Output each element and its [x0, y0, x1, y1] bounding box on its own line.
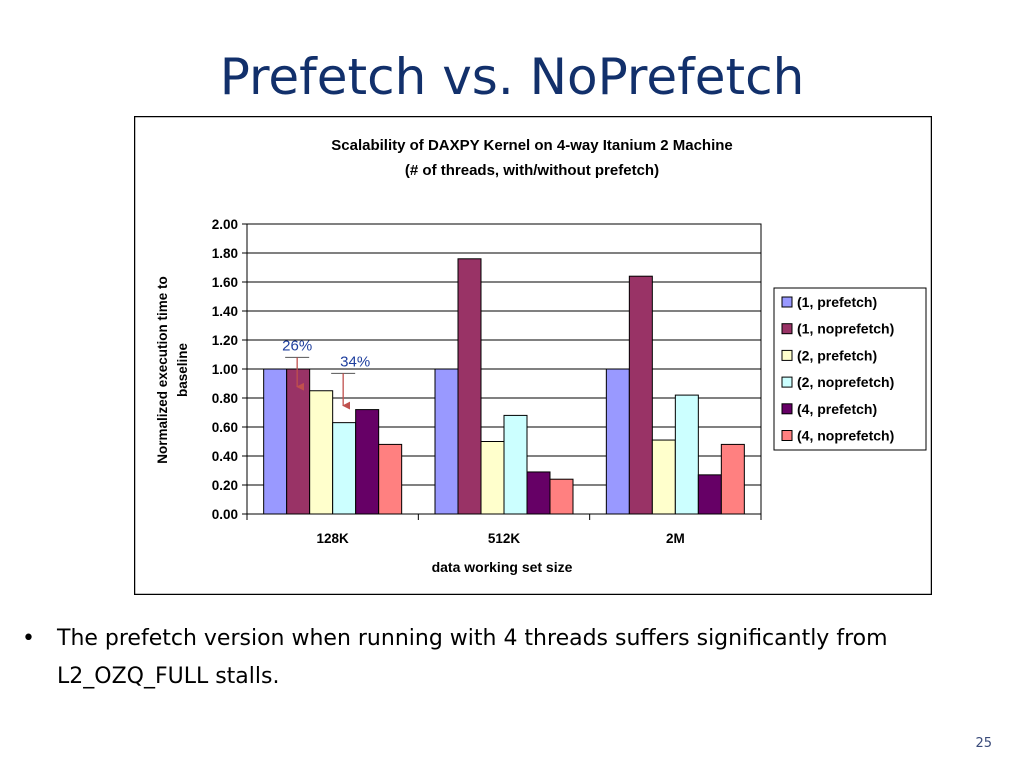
legend-label: (4, prefetch) — [797, 401, 877, 417]
x-axis-label: data working set size — [432, 559, 573, 575]
bar-512k-series-3 — [480, 441, 505, 515]
y-tick-label: 0.60 — [212, 420, 238, 435]
legend-swatch — [781, 349, 793, 361]
legend-label: (1, noprefetch) — [797, 321, 894, 337]
bar-128k-series-2 — [286, 368, 311, 515]
legend-swatch — [781, 376, 793, 388]
chart-svg: Scalability of DAXPY Kernel on 4-way Ita… — [134, 116, 932, 595]
y-tick-label: 0.40 — [212, 449, 238, 464]
annotation-label: 34% — [340, 353, 370, 370]
x-tick-label: 2M — [666, 531, 685, 546]
bar-2m-series-4 — [674, 394, 699, 515]
legend-swatch — [781, 323, 793, 335]
chart-title-line1: Scalability of DAXPY Kernel on 4-way Ita… — [331, 137, 733, 154]
y-tick-label: 1.80 — [212, 246, 238, 261]
x-tick-label: 512K — [488, 531, 521, 546]
bar-512k-series-5 — [526, 471, 551, 515]
bar-512k-series-6 — [549, 478, 574, 515]
legend-box — [773, 287, 927, 451]
y-tick-label: 1.00 — [212, 362, 238, 377]
y-tick-label: 1.40 — [212, 304, 238, 319]
y-tick-label: 2.00 — [212, 217, 238, 232]
tick-labels: 0.00 0.20 0.40 0.60 0.80 1.00 1.20 1.40 1.60 1.80… — [212, 217, 685, 546]
axes — [242, 223, 762, 520]
legend-label: (4, noprefetch) — [797, 428, 894, 444]
bullet-marker: • — [22, 626, 35, 651]
page-number: 25 — [975, 736, 992, 751]
bar-128k-series-4 — [332, 422, 357, 515]
bar-2m-series-3 — [651, 439, 676, 515]
legend: (1, prefetch) (1, noprefetch) (2, prefetch… — [773, 287, 927, 451]
bullet-text: The prefetch version when running with 4… — [57, 626, 888, 689]
bar-2m-series-2 — [628, 275, 653, 515]
y-tick-label: 0.00 — [212, 507, 238, 522]
annotation-label: 26% — [282, 337, 312, 354]
chart-title-line2: (# of threads, with/without prefetch) — [405, 162, 659, 179]
slide-title: Prefetch vs. NoPrefetch — [219, 48, 805, 106]
y-tick-label: 1.60 — [212, 275, 238, 290]
bars — [263, 258, 745, 515]
legend-label: (1, prefetch) — [797, 294, 877, 310]
bar-2m-series-1 — [605, 368, 630, 515]
y-tick-label: 0.20 — [212, 478, 238, 493]
bar-128k-series-1 — [263, 368, 288, 515]
y-tick-label: 0.80 — [212, 391, 238, 406]
y-axis-label-line2: baseline — [175, 342, 190, 397]
bar-128k-series-5 — [355, 409, 380, 515]
chart-container: Scalability of DAXPY Kernel on 4-way Ita… — [134, 116, 932, 595]
bar-512k-series-1 — [434, 368, 459, 515]
bar-128k-series-6 — [378, 443, 403, 515]
legend-swatch — [781, 430, 793, 441]
y-axis-label-line1: Normalized execution time to — [155, 276, 170, 464]
x-tick-label: 128K — [317, 531, 350, 546]
bar-512k-series-2 — [457, 258, 482, 515]
bar-512k-series-4 — [503, 414, 528, 515]
annotations: 26% 34% — [282, 337, 370, 410]
legend-swatch — [781, 403, 793, 415]
bar-2m-series-6 — [720, 443, 745, 515]
bar-2m-series-5 — [697, 474, 722, 515]
legend-label: (2, prefetch) — [797, 347, 877, 363]
legend-label: (2, noprefetch) — [797, 374, 894, 390]
y-tick-label: 1.20 — [212, 333, 238, 348]
legend-swatch — [781, 296, 793, 308]
bar-128k-series-3 — [309, 390, 334, 515]
